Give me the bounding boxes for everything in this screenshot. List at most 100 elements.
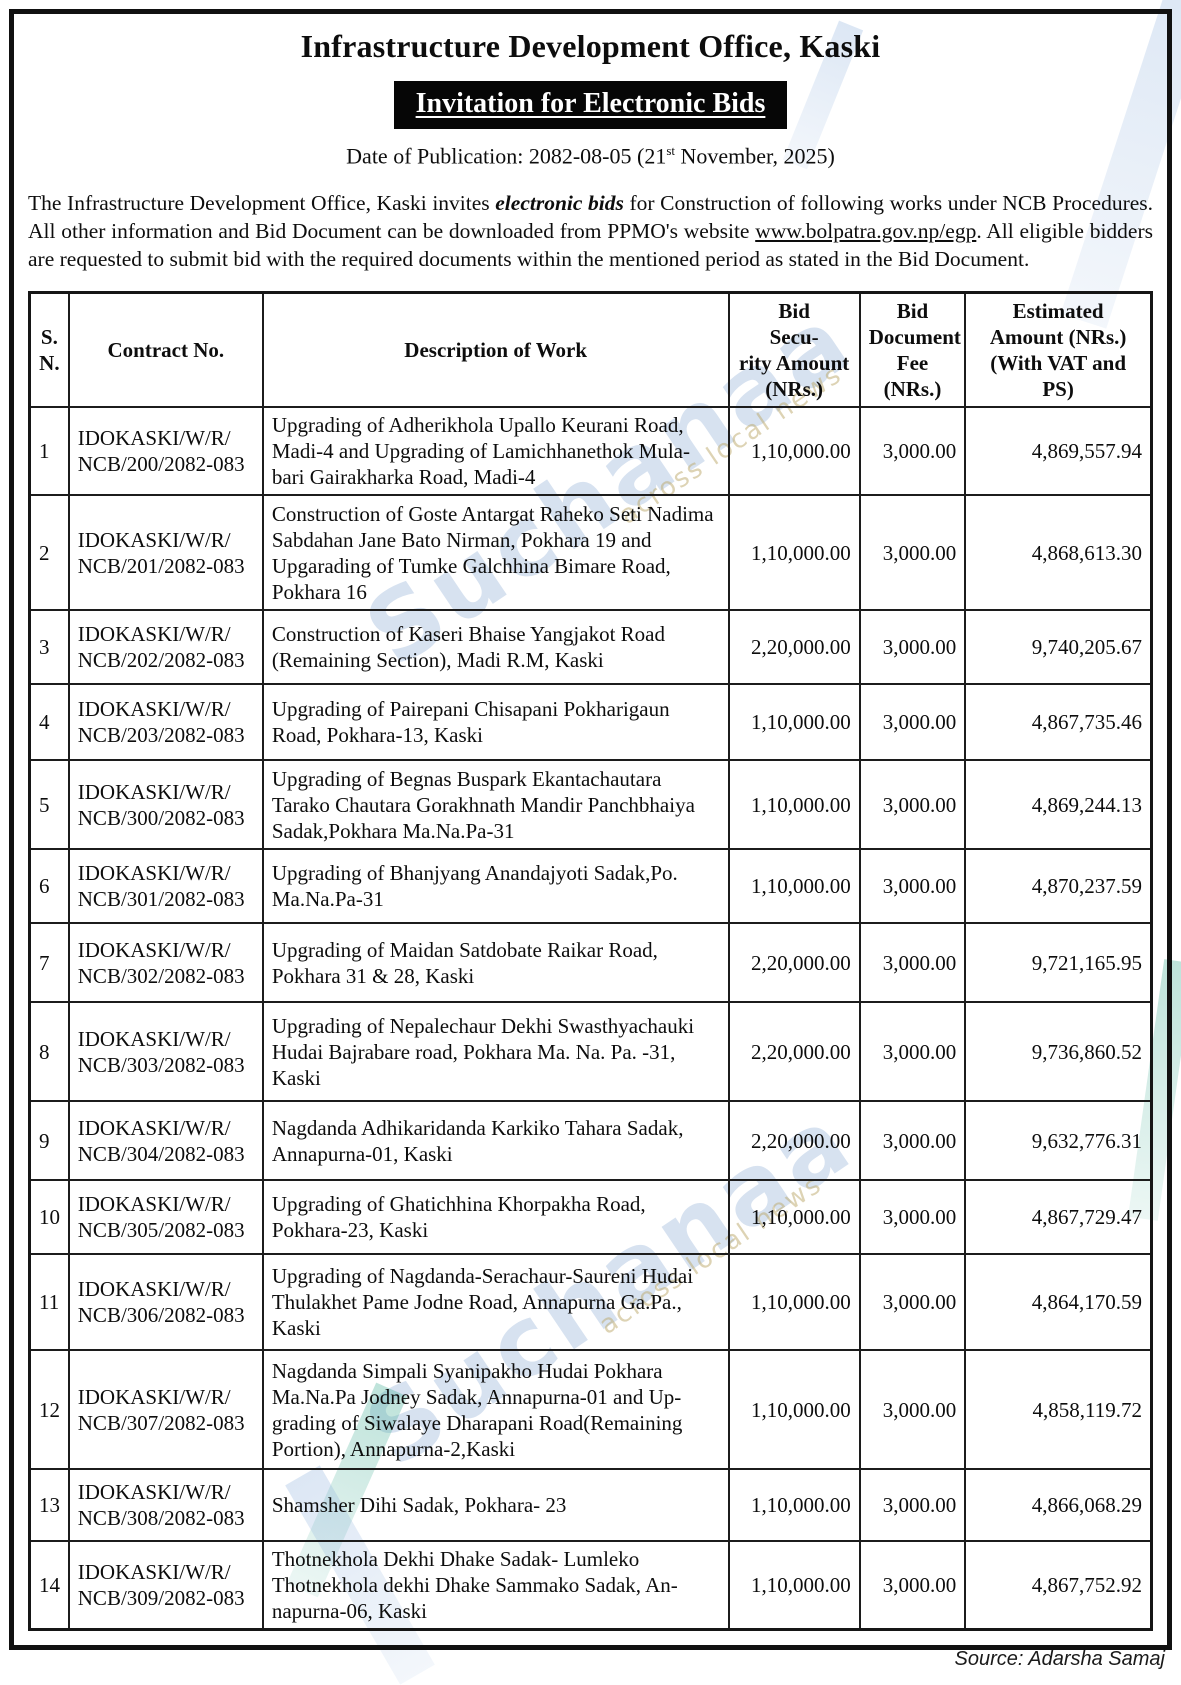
header-description: Description of Work xyxy=(261,291,730,409)
estimated-amount-cell: 4,866,068.29 xyxy=(964,1468,1153,1543)
bid-security-cell: 1,10,000.00 xyxy=(727,759,861,851)
contract-no-cell: IDOKASKI/W/R/ NCB/307/2082-083 xyxy=(67,1349,264,1471)
bid-security-cell: 2,20,000.00 xyxy=(727,609,861,686)
table-row: 12 IDOKASKI/W/R/ NCB/307/2082-083 Nagdan… xyxy=(28,1349,1153,1471)
estimated-amount-cell: 4,869,244.13 xyxy=(964,759,1153,851)
contract-no-cell: IDOKASKI/W/R/ NCB/301/2082-083 xyxy=(67,848,264,925)
intro-text: . All eligible bidders are requested to … xyxy=(28,219,1153,272)
contract-no-cell: IDOKASKI/W/R/ NCB/203/2082-083 xyxy=(67,683,264,762)
contract-no-cell: IDOKASKI/W/R/ NCB/302/2082-083 xyxy=(67,922,264,1004)
document-fee-cell: 3,000.00 xyxy=(858,1253,967,1352)
table-row: 13 IDOKASKI/W/R/ NCB/308/2082-083 Shamsh… xyxy=(28,1468,1153,1543)
header-contract-no: Contract No. xyxy=(67,291,264,409)
table-row: 7 IDOKASKI/W/R/ NCB/302/2082-083 Upgradi… xyxy=(28,922,1153,1004)
sn-cell: 1 xyxy=(28,406,70,497)
description-cell: Upgrading of Maidan Satdobate Raikar Roa… xyxy=(261,922,730,1004)
bid-security-cell: 2,20,000.00 xyxy=(727,1001,861,1103)
contract-no-cell: IDOKASKI/W/R/ NCB/308/2082-083 xyxy=(67,1468,264,1543)
sn-cell: 2 xyxy=(28,494,70,612)
document-fee-cell: 3,000.00 xyxy=(858,406,967,497)
publication-date: Date of Publication: 2082-08-05 (21st No… xyxy=(28,143,1153,169)
table-row: 5 IDOKASKI/W/R/ NCB/300/2082-083 Upgradi… xyxy=(28,759,1153,851)
estimated-amount-cell: 9,721,165.95 xyxy=(964,922,1153,1004)
document-sheet: Infrastructure Development Office, Kaski… xyxy=(9,9,1172,1650)
contract-no-cell: IDOKASKI/W/R/ NCB/200/2082-083 xyxy=(67,406,264,497)
document-fee-cell: 3,000.00 xyxy=(858,1349,967,1471)
table-row: 3 IDOKASKI/W/R/ NCB/202/2082-083 Constru… xyxy=(28,609,1153,686)
bid-security-cell: 1,10,000.00 xyxy=(727,848,861,925)
document-fee-cell: 3,000.00 xyxy=(858,1468,967,1543)
document-fee-cell: 3,000.00 xyxy=(858,683,967,762)
estimated-amount-cell: 4,867,752.92 xyxy=(964,1540,1153,1631)
estimated-amount-cell: 4,870,237.59 xyxy=(964,848,1153,925)
invitation-banner: Invitation for Electronic Bids xyxy=(393,81,788,129)
sn-cell: 10 xyxy=(28,1179,70,1256)
ppmo-website-link[interactable]: www.bolpatra.gov.np/egp xyxy=(755,219,977,244)
document-fee-cell: 3,000.00 xyxy=(858,609,967,686)
estimated-amount-cell: 9,632,776.31 xyxy=(964,1100,1153,1182)
sn-cell: 8 xyxy=(28,1001,70,1103)
estimated-amount-cell: 4,864,170.59 xyxy=(964,1253,1153,1352)
intro-text: for Construction of following works unde… xyxy=(28,191,1154,244)
document-fee-cell: 3,000.00 xyxy=(858,848,967,925)
estimated-amount-cell: 4,867,735.46 xyxy=(964,683,1153,762)
bids-table: S. N. Contract No. Description of Work B… xyxy=(28,291,1153,1632)
intro-paragraph: The Infrastructure Development Office, K… xyxy=(28,189,1153,273)
estimated-amount-cell: 9,740,205.67 xyxy=(964,609,1153,686)
estimated-amount-cell: 4,867,729.47 xyxy=(964,1179,1153,1256)
description-cell: Construction of Kaseri Bhaise Yangjakot … xyxy=(261,609,730,686)
document-fee-cell: 3,000.00 xyxy=(858,1001,967,1103)
estimated-amount-cell: 4,869,557.94 xyxy=(964,406,1153,497)
table-row: 4 IDOKASKI/W/R/ NCB/203/2082-083 Upgradi… xyxy=(28,683,1153,762)
bid-security-cell: 2,20,000.00 xyxy=(727,1100,861,1182)
sn-cell: 6 xyxy=(28,848,70,925)
description-cell: Upgrading of Nagdanda-Serachaur-Saureni … xyxy=(261,1253,730,1352)
sn-cell: 11 xyxy=(28,1253,70,1352)
publication-date-prefix: Date of Publication: 2082-08-05 (21 xyxy=(346,143,667,169)
description-cell: Nagdanda Simpali Syanipakho Hudai Pokhar… xyxy=(261,1349,730,1471)
document-fee-cell: 3,000.00 xyxy=(858,922,967,1004)
sn-cell: 12 xyxy=(28,1349,70,1471)
bid-security-cell: 1,10,000.00 xyxy=(727,1540,861,1631)
header-sn: S. N. xyxy=(28,291,70,409)
sn-cell: 4 xyxy=(28,683,70,762)
table-row: 10 IDOKASKI/W/R/ NCB/305/2082-083 Upgrad… xyxy=(28,1179,1153,1256)
table-row: 9 IDOKASKI/W/R/ NCB/304/2082-083 Nagdand… xyxy=(28,1100,1153,1182)
bid-security-cell: 1,10,000.00 xyxy=(727,494,861,612)
intro-emphasis: electronic bids xyxy=(495,191,624,216)
description-cell: Upgrading of Begnas Buspark Ekantachauta… xyxy=(261,759,730,851)
estimated-amount-cell: 9,736,860.52 xyxy=(964,1001,1153,1103)
document-fee-cell: 3,000.00 xyxy=(858,1540,967,1631)
bid-security-cell: 2,20,000.00 xyxy=(727,922,861,1004)
header-document-fee: Bid Document Fee (NRs.) xyxy=(858,291,967,409)
document-fee-cell: 3,000.00 xyxy=(858,1179,967,1256)
bids-table-body: 1 IDOKASKI/W/R/ NCB/200/2082-083 Upgradi… xyxy=(28,406,1153,1631)
bid-security-cell: 1,10,000.00 xyxy=(727,1349,861,1471)
sn-cell: 13 xyxy=(28,1468,70,1543)
table-row: 1 IDOKASKI/W/R/ NCB/200/2082-083 Upgradi… xyxy=(28,406,1153,497)
bid-security-cell: 1,10,000.00 xyxy=(727,683,861,762)
description-cell: Upgrading of Ghatichhina Khorpakha Road,… xyxy=(261,1179,730,1256)
header-bid-security: Bid Secu- rity Amount (NRs.) xyxy=(727,291,861,409)
document-fee-cell: 3,000.00 xyxy=(858,494,967,612)
banner-wrap: Invitation for Electronic Bids xyxy=(28,81,1153,129)
description-cell: Upgrading of Pairepani Chisapani Pokhari… xyxy=(261,683,730,762)
bid-security-cell: 1,10,000.00 xyxy=(727,406,861,497)
sn-cell: 9 xyxy=(28,1100,70,1182)
publication-date-ordinal: st xyxy=(666,143,676,158)
publication-date-suffix: November, 2025) xyxy=(675,143,835,169)
contract-no-cell: IDOKASKI/W/R/ NCB/303/2082-083 xyxy=(67,1001,264,1103)
contract-no-cell: IDOKASKI/W/R/ NCB/202/2082-083 xyxy=(67,609,264,686)
table-row: 14 IDOKASKI/W/R/ NCB/309/2082-083 Thotne… xyxy=(28,1540,1153,1631)
header-estimated-amount: Estimated Amount (NRs.) (With VAT and PS… xyxy=(964,291,1153,409)
description-cell: Shamsher Dihi Sadak, Pokhara- 23 xyxy=(261,1468,730,1543)
description-cell: Upgrading of Bhanjyang Anandajyoti Sadak… xyxy=(261,848,730,925)
description-cell: Upgrading of Nepalechaur Dekhi Swasthyac… xyxy=(261,1001,730,1103)
description-cell: Nagdanda Adhikaridanda Karkiko Tahara Sa… xyxy=(261,1100,730,1182)
contract-no-cell: IDOKASKI/W/R/ NCB/306/2082-083 xyxy=(67,1253,264,1352)
bid-security-cell: 1,10,000.00 xyxy=(727,1468,861,1543)
description-cell: Construction of Goste Antargat Raheko Se… xyxy=(261,494,730,612)
table-row: 6 IDOKASKI/W/R/ NCB/301/2082-083 Upgradi… xyxy=(28,848,1153,925)
table-row: 11 IDOKASKI/W/R/ NCB/306/2082-083 Upgrad… xyxy=(28,1253,1153,1352)
bids-table-header: S. N. Contract No. Description of Work B… xyxy=(28,291,1153,409)
